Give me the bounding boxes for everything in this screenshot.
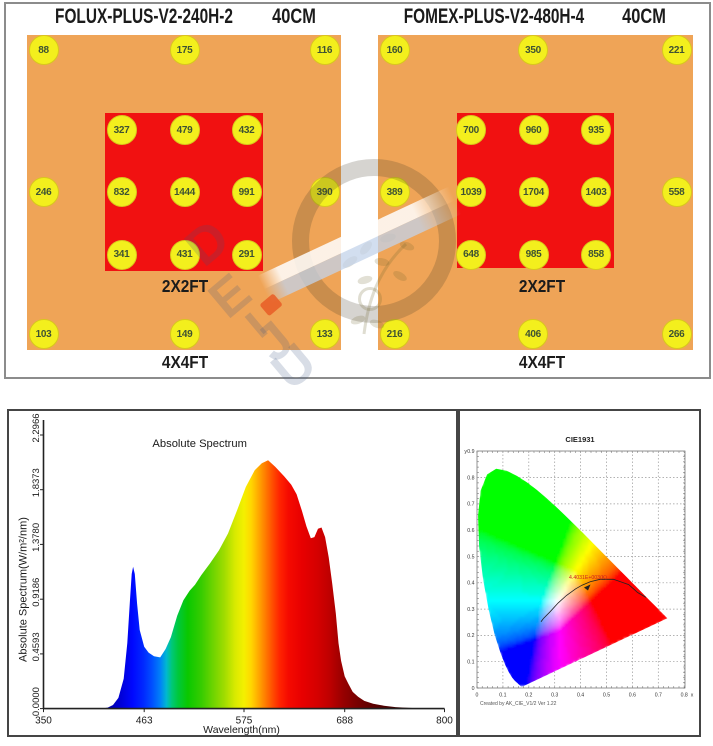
svg-text:0.1: 0.1 [499, 693, 506, 699]
svg-text:0.5: 0.5 [467, 554, 474, 560]
svg-text:0.5: 0.5 [603, 693, 610, 699]
svg-text:0.2: 0.2 [467, 633, 474, 639]
svg-text:800: 800 [436, 716, 453, 727]
svg-text:0.6: 0.6 [467, 528, 474, 534]
svg-text:0.9: 0.9 [467, 449, 474, 455]
svg-text:D: D [175, 209, 241, 278]
svg-text:Absolute Spectrum(W/m²/nm): Absolute Spectrum(W/m²/nm) [17, 517, 29, 662]
svg-text:Created by AK_CIE_V1/2 Ver 1.2: Created by AK_CIE_V1/2 Ver 1.22 [480, 701, 557, 707]
svg-text:0.8: 0.8 [681, 693, 688, 699]
svg-text:0.1: 0.1 [467, 660, 474, 666]
svg-text:575: 575 [236, 716, 253, 727]
svg-text:0.4593: 0.4593 [31, 632, 42, 661]
svg-text:0.4: 0.4 [577, 693, 584, 699]
svg-text:0.3: 0.3 [467, 607, 474, 613]
svg-text:y: y [464, 449, 467, 455]
svg-text:350: 350 [35, 716, 52, 727]
svg-text:0.0000: 0.0000 [31, 687, 42, 716]
svg-text:0: 0 [476, 693, 479, 699]
svg-text:0.8: 0.8 [467, 475, 474, 481]
svg-text:463: 463 [136, 716, 153, 727]
svg-text:4.4031E+003(K): 4.4031E+003(K) [569, 575, 607, 581]
svg-text:0.4: 0.4 [467, 581, 474, 587]
svg-text:x: x [691, 693, 694, 699]
svg-text:Wavelength(nm): Wavelength(nm) [203, 724, 280, 736]
svg-text:0.3: 0.3 [551, 693, 558, 699]
svg-text:CIE1931: CIE1931 [565, 435, 594, 444]
svg-text:1.8373: 1.8373 [31, 468, 42, 497]
svg-text:0: 0 [472, 686, 475, 692]
svg-text:0.6: 0.6 [629, 693, 636, 699]
svg-text:0.9186: 0.9186 [31, 578, 42, 607]
svg-text:0.7: 0.7 [467, 502, 474, 508]
svg-text:1.3780: 1.3780 [31, 523, 42, 552]
svg-text:Absolute Spectrum: Absolute Spectrum [152, 438, 247, 450]
svg-text:0.7: 0.7 [655, 693, 662, 699]
svg-text:688: 688 [336, 716, 353, 727]
svg-text:2.2966: 2.2966 [31, 413, 42, 442]
svg-text:0.2: 0.2 [525, 693, 532, 699]
